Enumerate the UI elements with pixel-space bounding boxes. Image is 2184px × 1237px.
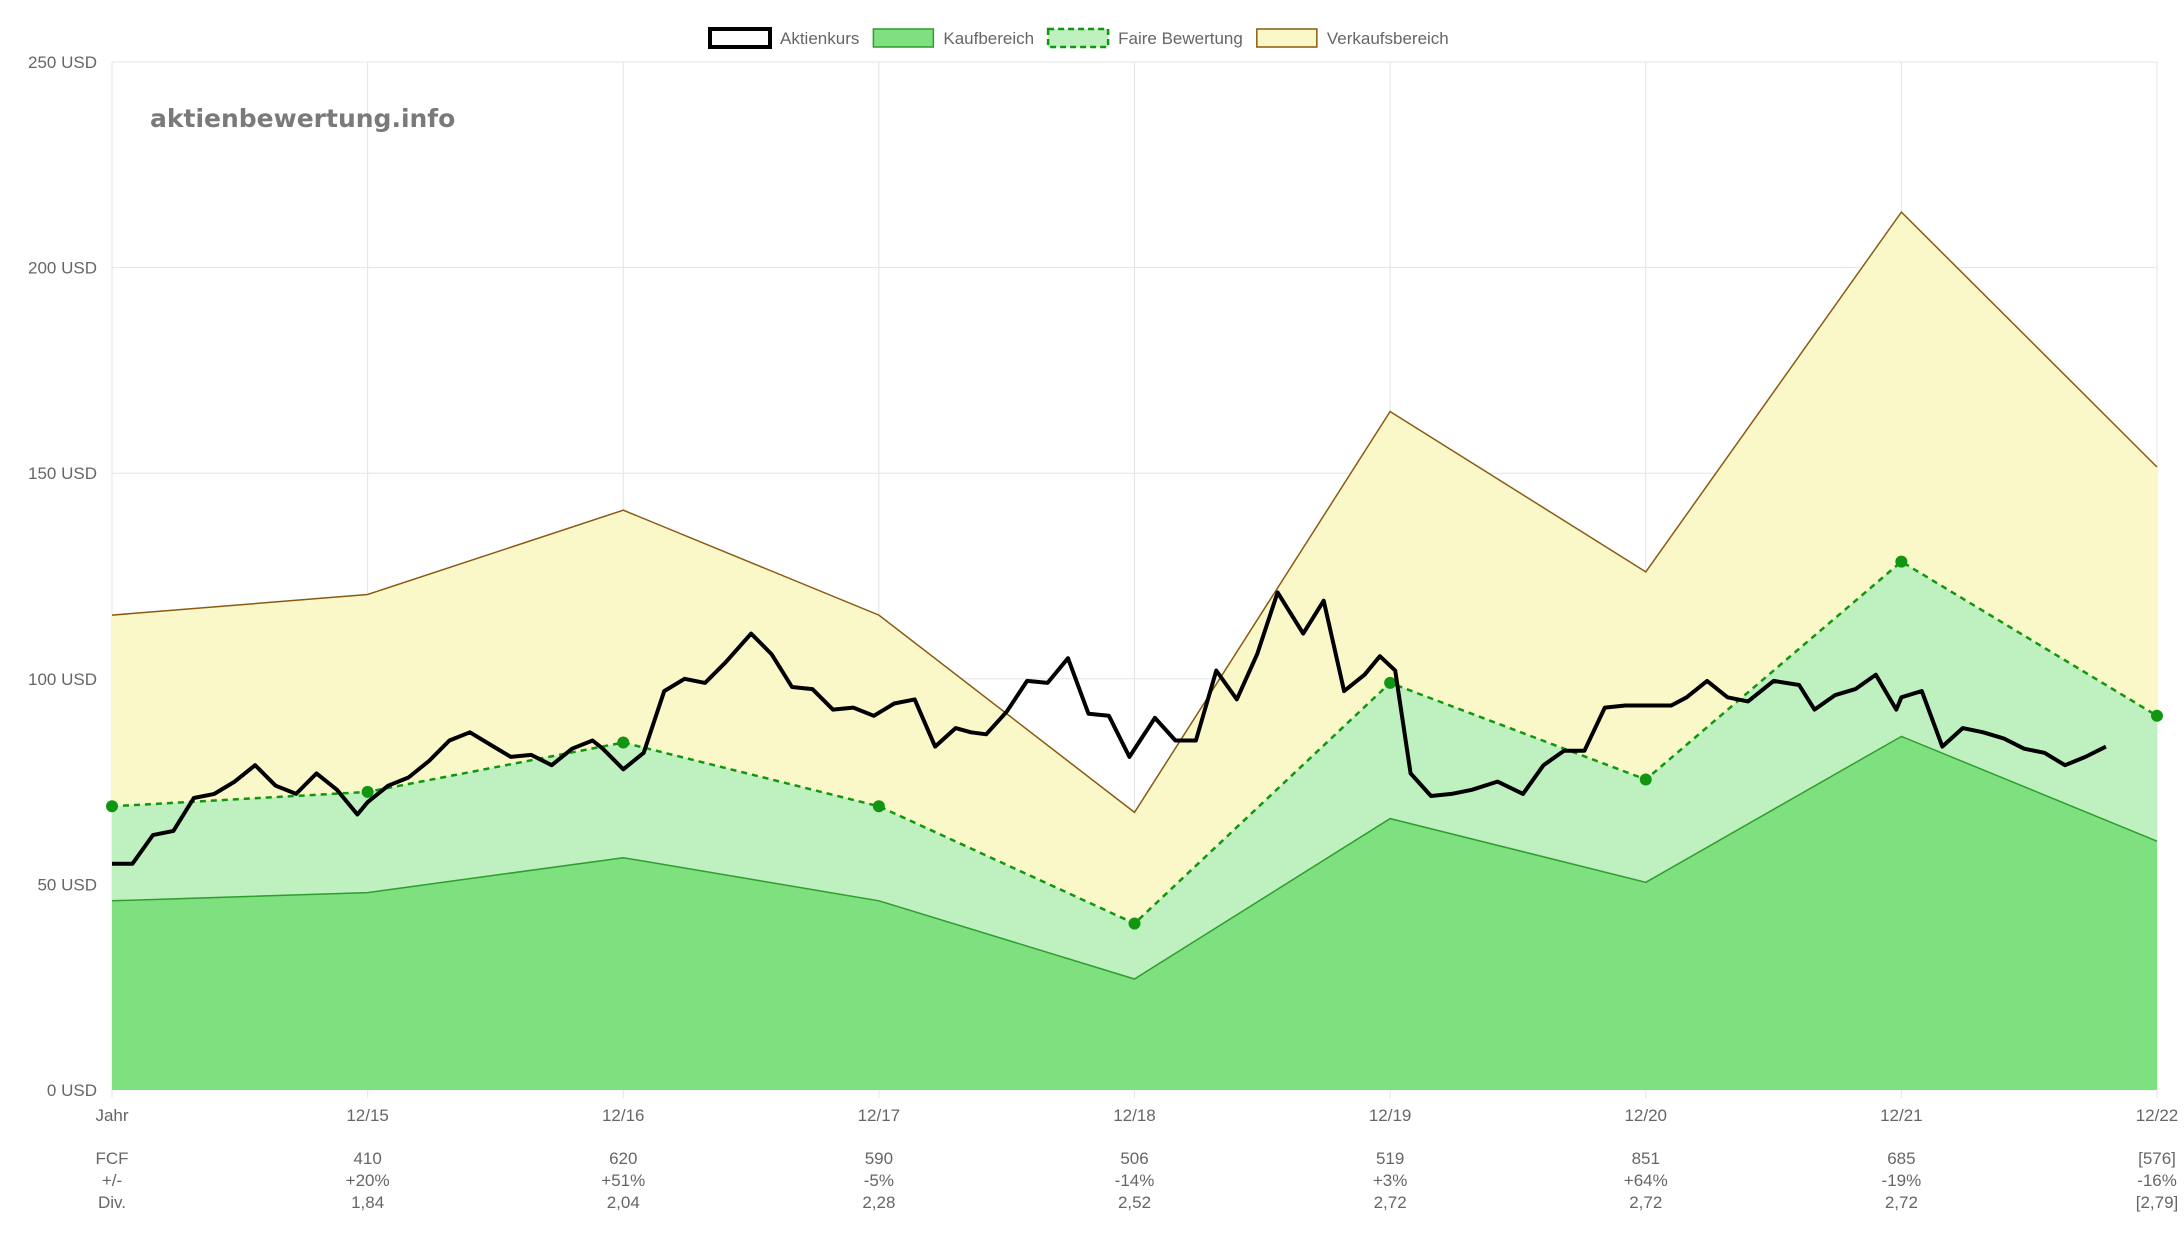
price-series — [112, 590, 2107, 866]
x-tick-label: 12/18 — [1113, 1106, 1156, 1125]
table-cell: 1,84 — [351, 1193, 384, 1212]
fair-point — [106, 800, 118, 813]
fair-area — [112, 561, 2157, 979]
legend-swatch-buy — [872, 28, 935, 48]
table-cell: 410 — [353, 1149, 381, 1168]
fair-point — [872, 800, 885, 813]
table-cell: -16% — [2137, 1171, 2177, 1190]
table-cell: 620 — [609, 1149, 637, 1168]
table-cell: -19% — [1882, 1171, 1922, 1190]
fair-value-points — [106, 555, 2163, 930]
legend-swatch-price — [708, 27, 772, 49]
x-tick-label: 12/22 — [2136, 1106, 2179, 1125]
watermark: aktienbewertung.info — [150, 104, 455, 133]
x-tick-label: 12/21 — [1880, 1106, 1923, 1125]
table-row-label: Div. — [98, 1193, 126, 1212]
legend-swatch-fair — [1046, 27, 1110, 49]
table-cell: 590 — [865, 1149, 893, 1168]
table-cell: 2,72 — [1374, 1193, 1407, 1212]
table-cell: [2,79] — [2136, 1193, 2179, 1212]
sell-line — [111, 210, 2158, 814]
x-tick-label: Jahr — [95, 1106, 128, 1125]
table-cell: 506 — [1120, 1149, 1148, 1168]
legend-label: Kaufbereich — [943, 29, 1034, 48]
x-tick-label: 12/16 — [602, 1106, 645, 1125]
table-cell: [576] — [2138, 1149, 2176, 1168]
y-tick-label: 0 USD — [47, 1081, 97, 1100]
x-tick-label: 12/20 — [1624, 1106, 1667, 1125]
y-tick-label: 150 USD — [28, 464, 97, 483]
table-cell: 2,72 — [1629, 1193, 1662, 1212]
table-cell: 2,72 — [1885, 1193, 1918, 1212]
legend-swatch-sell — [1256, 28, 1318, 48]
y-tick-label: 250 USD — [28, 53, 97, 72]
table-cell: +51% — [601, 1171, 645, 1190]
table-cell: -14% — [1115, 1171, 1155, 1190]
table-cell: +3% — [1373, 1171, 1408, 1190]
table-cell: 2,04 — [607, 1193, 640, 1212]
y-tick-label: 100 USD — [28, 670, 97, 689]
valuation-areas — [112, 212, 2157, 1090]
y-axis: 0 USD 50 USD 100 USD 150 USD 200 USD 250 USD — [28, 53, 97, 1100]
table-row-label: FCF — [95, 1149, 128, 1168]
fair-point — [1128, 917, 1141, 930]
x-tick-label: 12/15 — [346, 1106, 389, 1125]
table-cell: 685 — [1887, 1149, 1915, 1168]
table-cell: -5% — [864, 1171, 894, 1190]
x-tick-label: 12/17 — [858, 1106, 901, 1125]
table-cell: 2,28 — [862, 1193, 895, 1212]
table-cell: 519 — [1376, 1149, 1404, 1168]
fair-point — [1895, 555, 1908, 568]
legend-label: Faire Bewertung — [1118, 29, 1243, 48]
buy-area — [112, 736, 2157, 1090]
fair-point — [1639, 773, 1652, 786]
table-cell: +20% — [346, 1171, 390, 1190]
x-axis: Jahr 12/15 12/16 12/17 12/18 12/19 12/20 12/21 1… — [95, 1106, 2178, 1125]
fair-point — [617, 736, 630, 749]
y-tick-label: 50 USD — [37, 875, 97, 894]
legend: Aktienkurs Kaufbereich Faire Bewertung Verk… — [708, 27, 1449, 49]
x-tick-label: 12/19 — [1369, 1106, 1412, 1125]
fundamentals-table: FCF 410 620 590 506 519 851 685 [576] +/- +20% +51%… — [95, 1149, 2178, 1212]
y-tick-label: 200 USD — [28, 259, 97, 278]
table-cell: 2,52 — [1118, 1193, 1151, 1212]
table-cell: 851 — [1632, 1149, 1660, 1168]
fair-point — [361, 785, 374, 798]
table-cell: +64% — [1624, 1171, 1668, 1190]
fair-point — [1384, 676, 1397, 689]
price-line — [112, 590, 2107, 866]
fair-point — [2151, 709, 2163, 722]
legend-label: Aktienkurs — [780, 29, 859, 48]
buy-line — [111, 735, 2158, 980]
table-row-label: +/- — [102, 1171, 122, 1190]
sell-area — [112, 212, 2157, 924]
legend-label: Verkaufsbereich — [1327, 29, 1449, 48]
